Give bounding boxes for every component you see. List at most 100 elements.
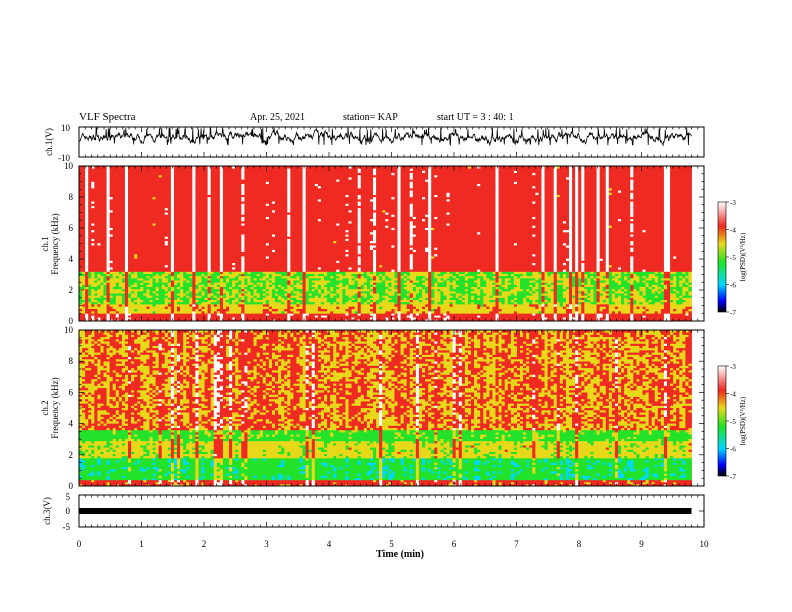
spectrogram-cell — [312, 309, 315, 312]
spectrogram-cell — [557, 311, 560, 314]
spectrogram-cell — [180, 306, 183, 309]
spectrogram-cell — [428, 309, 431, 312]
spectrogram-cell — [382, 311, 385, 314]
spectrogram-cell — [272, 309, 275, 312]
spectrogram-cell — [235, 311, 238, 314]
spectrogram-cell — [238, 309, 241, 312]
spectrogram-cell — [465, 311, 468, 314]
spectrogram-cell — [165, 309, 168, 312]
spectrogram-cell — [149, 311, 152, 314]
spectrogram-cell — [483, 311, 486, 314]
spectrogram-cell — [670, 311, 673, 314]
spectrogram-cell — [223, 311, 226, 314]
spectrogram-cell — [309, 309, 312, 312]
spectrogram-cell — [293, 309, 296, 312]
spectrogram-cell — [251, 309, 254, 312]
spectrogram-cell — [159, 311, 162, 314]
spectrogram-cell — [474, 309, 477, 312]
spectrogram-cell — [676, 309, 679, 312]
spectrogram-cell — [655, 309, 658, 312]
spectrogram-cell — [263, 311, 266, 314]
spectrogram-cell — [422, 309, 425, 312]
spectrogram-cell — [180, 309, 183, 312]
spectrogram-cell — [551, 311, 554, 314]
spectrogram-cell — [379, 309, 382, 312]
spectrogram-cell — [146, 306, 149, 309]
spectrogram-cell — [364, 311, 367, 314]
spectrogram-cell — [364, 309, 367, 312]
spectrogram-cell — [85, 311, 88, 314]
spectrogram-cell — [584, 309, 587, 312]
spectrogram-cell — [156, 306, 159, 309]
spectrogram-cell — [630, 309, 633, 312]
spectrogram-cell — [143, 309, 146, 312]
spectrogram-cell — [688, 309, 691, 312]
spectrogram-cell — [431, 311, 434, 314]
spectrogram-cell — [646, 309, 649, 312]
spectrogram-cell — [107, 309, 110, 312]
spectrogram-cell — [254, 311, 257, 314]
spectrogram-cell — [208, 309, 211, 312]
spectrogram-cell — [447, 311, 450, 314]
spectrogram-cell — [468, 309, 471, 312]
spectrogram-cell — [532, 309, 535, 312]
spectrogram-cell — [514, 309, 517, 312]
spectrogram-cell — [168, 311, 171, 314]
spectrogram-cell — [526, 309, 529, 312]
spectrogram-cell — [153, 311, 156, 314]
spectrogram-cell — [159, 306, 162, 309]
spectrogram-cell — [324, 309, 327, 312]
spectrogram-cell — [361, 311, 364, 314]
spectrogram-cell — [474, 311, 477, 314]
spectrogram-cell — [688, 311, 691, 314]
spectrogram-cell — [128, 309, 131, 312]
spectrogram-cell — [177, 306, 180, 309]
spectrogram-cell — [266, 309, 269, 312]
spectrogram-cell — [584, 311, 587, 314]
spectrogram-cell — [569, 309, 572, 312]
spectrogram-cell — [658, 311, 661, 314]
spectrogram-cell — [104, 309, 107, 312]
spectrogram-cell — [229, 311, 232, 314]
spectrogram-cell — [538, 309, 541, 312]
spectrogram-cell — [548, 309, 551, 312]
spectrogram-cell — [431, 309, 434, 312]
spectrogram-cell — [287, 309, 290, 312]
spectrogram-cell — [646, 311, 649, 314]
spectrogram-cell — [434, 311, 437, 314]
spectrogram-cell — [272, 311, 275, 314]
spectrogram-cell — [318, 311, 321, 314]
spectrogram-cell — [174, 306, 177, 309]
spectrogram-cell — [162, 311, 165, 314]
spectrogram-cell — [116, 309, 119, 312]
spectrogram-cell — [480, 309, 483, 312]
spectrogram-cell — [324, 311, 327, 314]
spectrogram-cell — [545, 309, 548, 312]
spectrogram-cell — [630, 311, 633, 314]
spectrogram-cell — [100, 306, 103, 309]
spectrogram-cell — [600, 311, 603, 314]
spectrogram-cell — [376, 311, 379, 314]
spectrogram-cell — [560, 311, 563, 314]
spectrogram-cell — [575, 309, 578, 312]
spectrogram-cell — [125, 311, 128, 314]
spectrogram-cell — [471, 311, 474, 314]
spectrogram-cell — [186, 306, 189, 309]
spectrogram-cell — [643, 311, 646, 314]
spectrogram-cell — [315, 311, 318, 314]
spectrogram-cell — [422, 311, 425, 314]
spectrogram-cell — [79, 306, 82, 309]
spectrogram-cell — [306, 311, 309, 314]
spectrogram-cell — [609, 309, 612, 312]
spectrogram-cell — [149, 306, 152, 309]
spectrogram-cell — [443, 309, 446, 312]
spectrogram-cell — [198, 306, 201, 309]
spectrogram-cell — [180, 311, 183, 314]
spectrogram-cell — [664, 311, 667, 314]
spectrogram-cell — [131, 311, 134, 314]
spectrogram-cell — [376, 309, 379, 312]
spectrogram-cell — [168, 309, 171, 312]
spectrogram-cell — [514, 311, 517, 314]
spectrogram-cell — [220, 309, 223, 312]
spectrogram-cell — [685, 311, 688, 314]
